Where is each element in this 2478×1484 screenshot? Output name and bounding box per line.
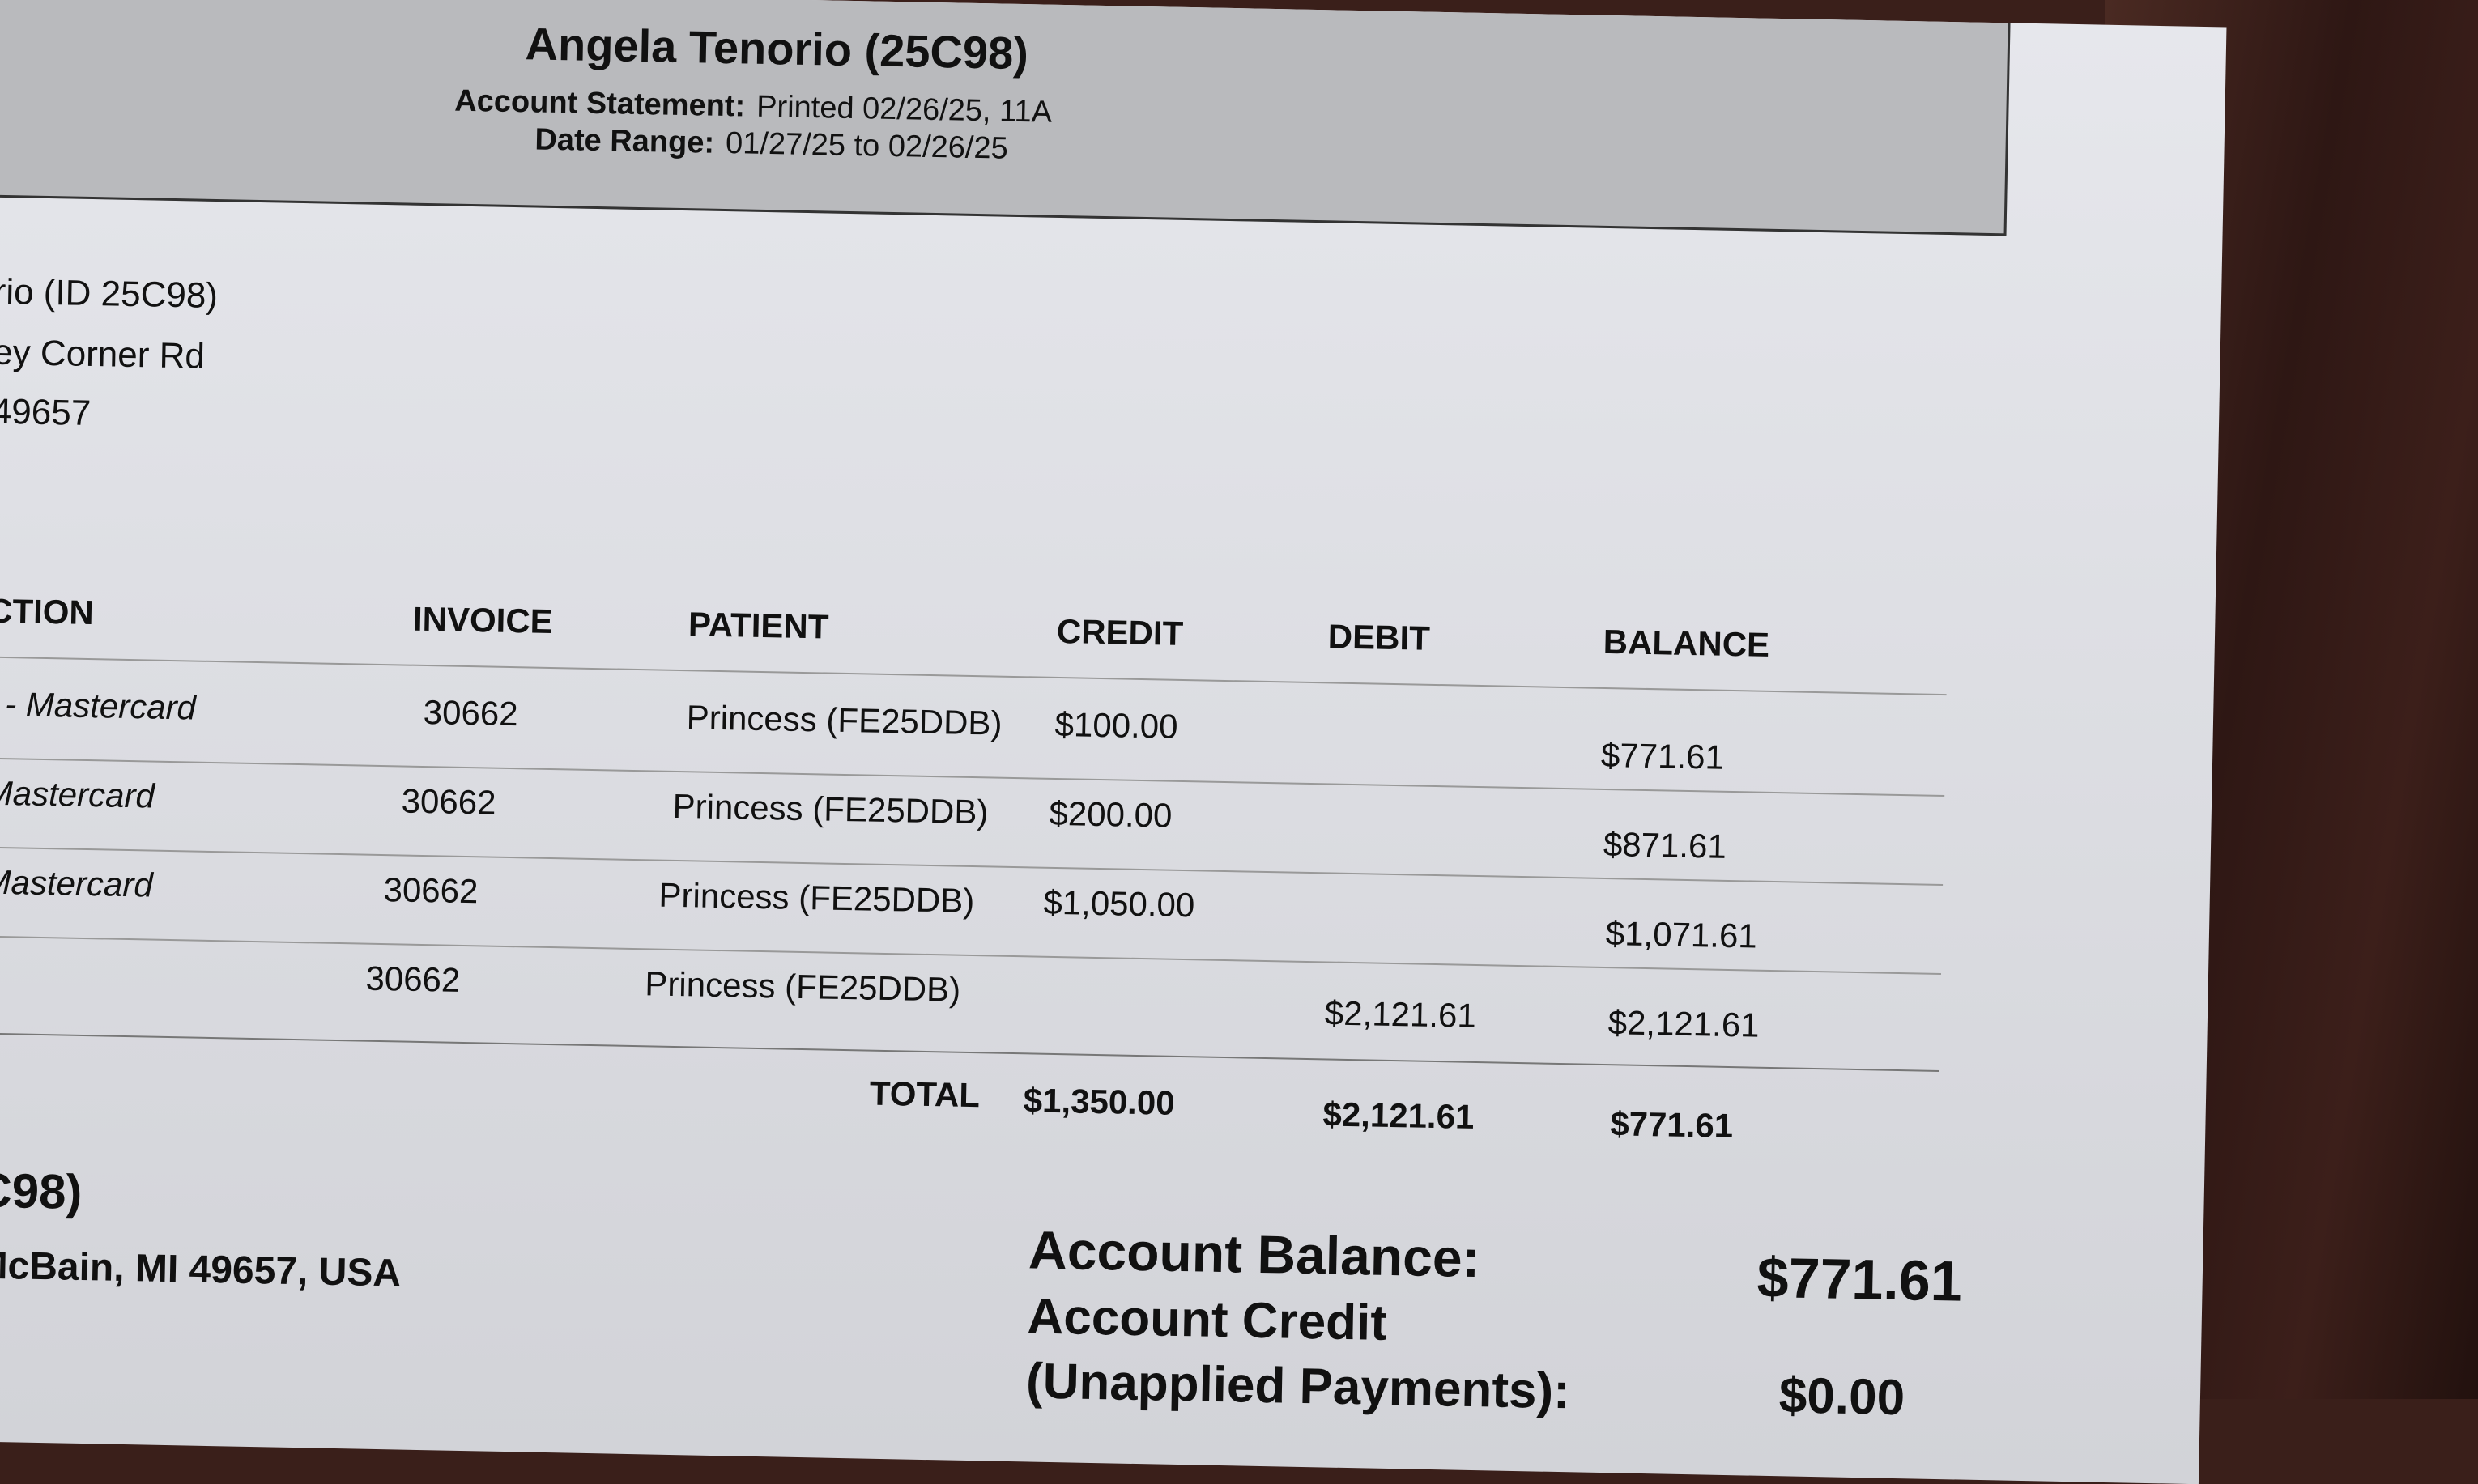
col-transaction: CTION xyxy=(0,591,95,632)
unapplied-payments-label: (Unapplied Payments): xyxy=(1025,1353,1571,1420)
cell-invoice: 30662 xyxy=(383,870,479,911)
cell-patient: Princess (FE25DDB) xyxy=(644,964,961,1009)
cell-patient: Princess (FE25DDB) xyxy=(658,875,975,921)
total-credit: $1,350.00 xyxy=(1023,1081,1176,1122)
address-line: 49657 xyxy=(0,391,92,434)
cell-invoice: 30662 xyxy=(365,959,461,999)
cell-patient: Princess (FE25DDB) xyxy=(686,698,1003,742)
cell-debit: $2,121.61 xyxy=(1324,993,1477,1035)
statement-date-range: Date Range: 01/27/25 to 02/26/25 xyxy=(534,122,1009,166)
cell-patient: Princess (FE25DDB) xyxy=(672,786,989,831)
cell-invoice: 30662 xyxy=(423,692,519,733)
cell-transaction: t - Mastercard xyxy=(0,684,197,727)
total-balance: $771.61 xyxy=(1609,1104,1734,1146)
account-balance-value: $771.61 xyxy=(1756,1245,1963,1313)
statement-title: Angela Tenorio (25C98) xyxy=(525,18,1029,79)
col-invoice: INVOICE xyxy=(412,599,554,641)
cell-balance: $871.61 xyxy=(1603,824,1727,865)
cell-balance: $1,071.61 xyxy=(1605,914,1758,955)
account-credit-value: $0.00 xyxy=(1778,1367,1905,1427)
address-line: rio (ID 25C98) xyxy=(0,271,219,316)
col-debit: DEBIT xyxy=(1327,617,1431,657)
cell-credit: $1,050.00 xyxy=(1043,882,1195,925)
col-credit: CREDIT xyxy=(1056,611,1184,653)
cell-balance: $2,121.61 xyxy=(1607,1003,1761,1044)
account-balance-label: Account Balance: xyxy=(1028,1219,1481,1289)
cell-credit: $100.00 xyxy=(1054,704,1178,746)
footer-client-id: C98) xyxy=(0,1163,83,1219)
total-label: TOTAL xyxy=(869,1074,981,1115)
total-debit: $2,121.61 xyxy=(1322,1095,1475,1136)
cell-invoice: 30662 xyxy=(401,781,496,822)
address-line: ey Corner Rd xyxy=(0,332,206,376)
statement-header: Angela Tenorio (25C98) Account Statement… xyxy=(0,0,2011,236)
statement-paper: Angela Tenorio (25C98) Account Statement… xyxy=(0,0,2227,1484)
cell-credit: $200.00 xyxy=(1049,793,1173,835)
cell-transaction: Mastercard xyxy=(0,862,154,904)
cell-balance: $771.61 xyxy=(1600,735,1725,776)
account-credit-label: Account Credit xyxy=(1026,1288,1388,1351)
col-patient: PATIENT xyxy=(688,605,829,646)
col-balance: BALANCE xyxy=(1603,622,1770,664)
cell-transaction: Mastercard xyxy=(0,773,155,815)
footer-city: McBain, MI 49657, USA xyxy=(0,1244,402,1295)
